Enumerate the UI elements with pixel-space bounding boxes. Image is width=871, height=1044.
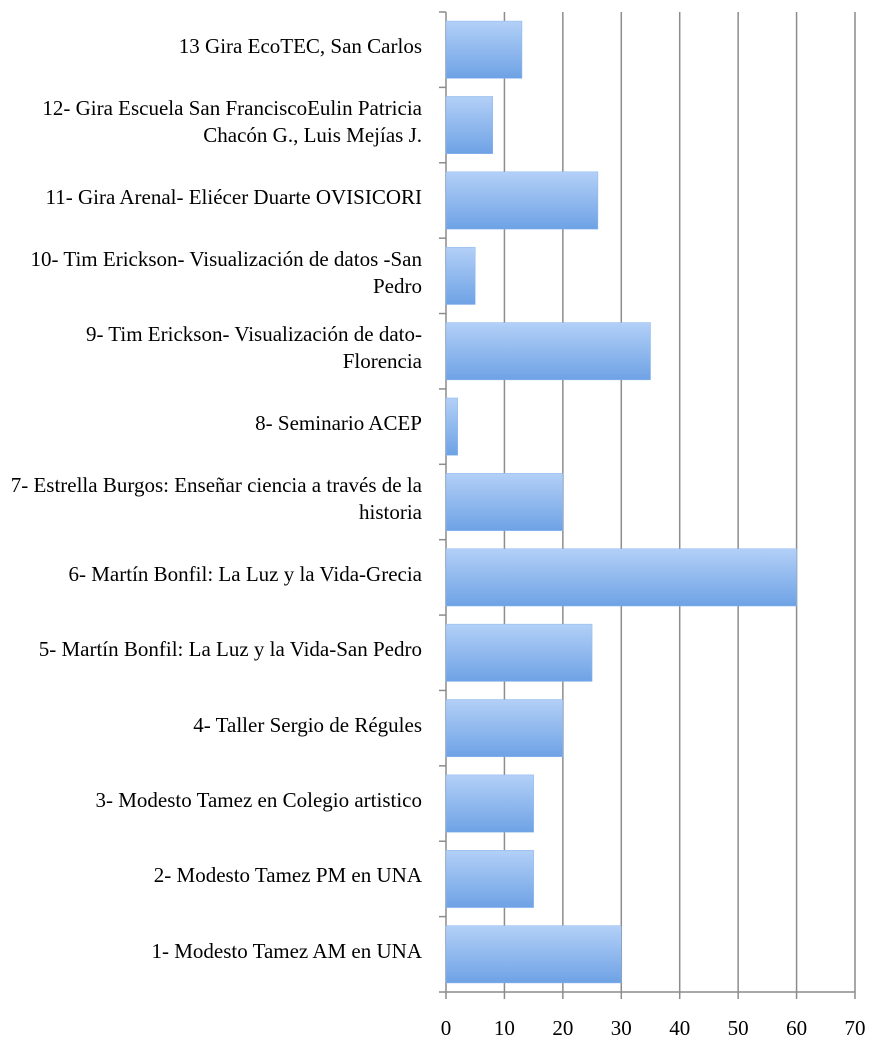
y-tick-label: 4- Taller Sergio de Régules (193, 712, 422, 737)
bar (445, 246, 476, 305)
y-tick-label: 8- Seminario ACEP (255, 411, 422, 436)
bar (445, 397, 458, 456)
x-tick-label: 0 (441, 1016, 452, 1040)
y-tick-label: 3- Modesto Tamez en Colegio artistico (95, 788, 422, 813)
bar (445, 850, 534, 908)
bar (445, 473, 564, 531)
y-tick-label: 12- Gira Escuela San FranciscoEulin Patr… (42, 96, 422, 148)
y-tick-label: 11- Gira Arenal- Eliécer Duarte OVISICOR… (45, 184, 422, 209)
x-tick-label: 20 (552, 1016, 573, 1040)
bar (445, 20, 523, 79)
bar (445, 548, 797, 607)
bar (445, 623, 593, 682)
y-tick-label: 13 Gira EcoTEC, San Carlos (178, 34, 422, 59)
x-tick-label: 40 (669, 1016, 690, 1040)
x-tick-label: 30 (611, 1016, 632, 1040)
bar (445, 925, 622, 984)
x-tick-label: 70 (845, 1016, 866, 1040)
y-tick-label: 6- Martín Bonfil: La Luz y la Vida-Greci… (68, 561, 422, 586)
y-tick-label: 10- Tim Erickson- Visualización de datos… (30, 246, 422, 298)
bar (445, 774, 534, 833)
bar (445, 322, 651, 381)
y-tick-label: 2- Modesto Tamez PM en UNA (153, 863, 422, 888)
y-tick-label: 5- Martín Bonfil: La Luz y la Vida-San P… (38, 637, 422, 662)
x-tick-label: 60 (786, 1016, 807, 1040)
y-tick-label: 1- Modesto Tamez AM en UNA (151, 938, 422, 963)
y-tick-label: 7- Estrella Burgos: Enseñar ciencia a tr… (10, 472, 422, 524)
bar (445, 171, 599, 230)
x-tick-label: 10 (494, 1016, 515, 1040)
bar (445, 699, 564, 758)
bar (445, 96, 493, 154)
y-tick-label: 9- Tim Erickson- Visualización de dato-F… (85, 322, 422, 374)
x-tick-label: 50 (728, 1016, 749, 1040)
